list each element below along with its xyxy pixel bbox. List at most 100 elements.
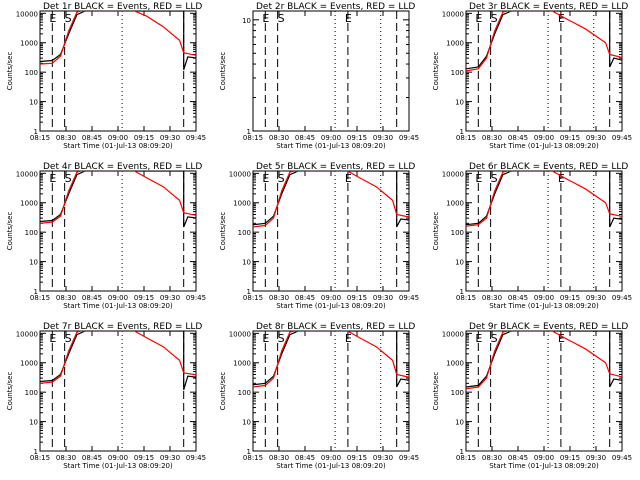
x-tick-label: 09:15 (560, 134, 580, 142)
panel-title: Det 3r BLACK = Events, RED = LLD (469, 2, 628, 12)
x-tick-label: 09:30 (160, 454, 180, 462)
x-tick-label: 08:45 (508, 134, 528, 142)
y-tick-label: 100 (238, 229, 251, 237)
x-tick-label: 09:45 (186, 294, 206, 302)
x-tick-label: 08:30 (482, 454, 502, 462)
marker-label-E: E (475, 12, 482, 25)
y-axis-label: Counts/sec (6, 52, 14, 91)
marker-label-E: E (558, 172, 565, 185)
x-tick-label: 09:45 (399, 454, 419, 462)
y-axis-label: Counts/sec (219, 372, 227, 411)
x-tick-label: 08:30 (482, 134, 502, 142)
series-line-events (40, 11, 196, 70)
y-tick-label: 10000 (229, 170, 251, 178)
x-tick-label: 08:30 (56, 454, 76, 462)
x-tick-label: 08:30 (269, 134, 289, 142)
marker-label-S: S (65, 172, 72, 185)
marker-label-S: S (278, 172, 285, 185)
marker-label-S: S (278, 12, 285, 25)
x-tick-label: 09:45 (186, 454, 206, 462)
y-tick-label: 1000 (233, 360, 251, 368)
x-tick-label: 08:30 (56, 134, 76, 142)
x-tick-label: 08:30 (269, 294, 289, 302)
y-tick-label: 1 (34, 288, 38, 296)
series-line-lld (466, 171, 622, 227)
x-tick-label: 09:00 (321, 454, 341, 462)
x-tick-label: 08:15 (30, 454, 50, 462)
series-line-events (40, 331, 196, 390)
y-tick-label: 1000 (446, 40, 464, 48)
y-tick-label: 100 (25, 229, 38, 237)
y-tick-label: 10 (455, 99, 464, 107)
x-tick-label: 09:45 (612, 134, 632, 142)
panel-title: Det 1r BLACK = Events, RED = LLD (43, 2, 202, 12)
x-tick-label: 09:30 (586, 134, 606, 142)
panel-title: Det 7r BLACK = Events, RED = LLD (43, 322, 202, 332)
y-tick-label: 1000 (20, 40, 38, 48)
y-tick-label: 10000 (16, 170, 38, 178)
y-tick-label: 10000 (229, 330, 251, 338)
marker-label-E: E (262, 172, 269, 185)
y-tick-label: 10000 (442, 330, 464, 338)
x-tick-label: 09:00 (108, 294, 128, 302)
x-tick-label: 08:45 (82, 134, 102, 142)
plot-frame (39, 10, 197, 132)
y-tick-label: 10000 (442, 10, 464, 18)
y-tick-label: 10 (242, 17, 251, 25)
series-line-events (466, 171, 622, 228)
x-tick-label: 09:45 (612, 454, 632, 462)
y-tick-label: 10 (242, 259, 251, 267)
x-tick-label: 08:45 (82, 454, 102, 462)
series-line-lld (40, 11, 196, 65)
x-tick-label: 08:45 (295, 454, 315, 462)
marker-label-E: E (49, 12, 56, 25)
x-axis-label: Start Time (01-Jul-13 08:09:20) (276, 142, 386, 150)
x-tick-label: 09:45 (399, 134, 419, 142)
marker-label-E: E (475, 172, 482, 185)
x-tick-label: 09:45 (186, 134, 206, 142)
x-axis-label: Start Time (01-Jul-13 08:09:20) (489, 302, 599, 310)
y-tick-label: 10 (29, 419, 38, 427)
y-tick-label: 100 (451, 389, 464, 397)
x-tick-label: 08:30 (482, 294, 502, 302)
x-tick-label: 08:15 (456, 134, 476, 142)
x-tick-label: 09:15 (560, 294, 580, 302)
panel-det-3: Det 3r BLACK = Events, RED = LLDESE11010… (432, 2, 632, 150)
marker-label-E: E (345, 332, 352, 345)
x-tick-label: 09:15 (347, 454, 367, 462)
marker-label-E: E (49, 332, 56, 345)
y-tick-label: 100 (451, 229, 464, 237)
x-tick-label: 08:45 (295, 294, 315, 302)
series-line-lld (466, 331, 622, 390)
y-tick-label: 1 (460, 128, 464, 136)
y-axis-label: Counts/sec (6, 372, 14, 411)
y-tick-label: 100 (25, 389, 38, 397)
series-line-lld (40, 331, 196, 384)
y-tick-label: 1 (34, 448, 38, 456)
plot-frame (252, 170, 410, 292)
marker-label-E: E (558, 12, 565, 25)
x-tick-label: 09:30 (373, 454, 393, 462)
x-axis-label: Start Time (01-Jul-13 08:09:20) (63, 142, 173, 150)
y-axis-label: Counts/sec (219, 212, 227, 251)
x-tick-label: 09:15 (134, 134, 154, 142)
series-line-events (40, 171, 196, 228)
x-tick-label: 08:15 (30, 294, 50, 302)
y-tick-label: 1000 (233, 200, 251, 208)
x-axis-label: Start Time (01-Jul-13 08:09:20) (489, 142, 599, 150)
x-tick-label: 08:45 (82, 294, 102, 302)
plot-frame (252, 10, 410, 132)
x-tick-label: 08:15 (243, 454, 263, 462)
series-line-events (466, 331, 622, 388)
y-tick-label: 1 (460, 448, 464, 456)
plot-frame (252, 330, 410, 452)
y-tick-label: 1000 (446, 200, 464, 208)
y-tick-label: 1 (34, 128, 38, 136)
x-tick-label: 09:15 (560, 454, 580, 462)
y-axis-label: Counts/sec (6, 212, 14, 251)
x-tick-label: 09:15 (134, 454, 154, 462)
marker-label-E: E (262, 12, 269, 25)
x-tick-label: 09:00 (534, 454, 554, 462)
